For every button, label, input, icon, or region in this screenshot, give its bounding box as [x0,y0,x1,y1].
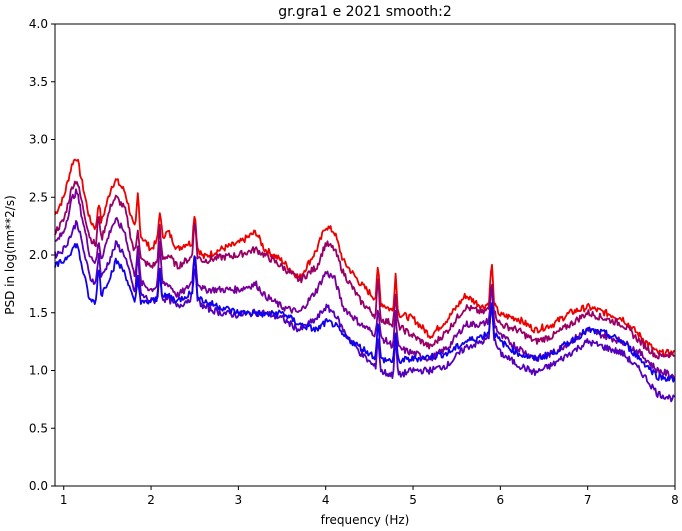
x-axis-ticks: 1 2 3 4 5 6 7 8 [60,486,679,507]
y-axis-label: PSD in log(nm**2/s) [3,195,17,315]
y-tick-label: 2.5 [29,190,48,204]
x-tick-label: 5 [409,493,417,507]
y-tick-label: 3.0 [29,133,48,147]
x-tick-label: 8 [671,493,679,507]
x-tick-label: 4 [322,493,330,507]
y-tick-label: 0.5 [29,421,48,435]
y-tick-label: 1.5 [29,306,48,320]
psd-series-line [54,243,676,383]
x-tick-label: 2 [147,493,155,507]
y-tick-label: 1.0 [29,364,48,378]
x-tick-label: 6 [497,493,505,507]
y-tick-label: 0.0 [29,479,48,493]
x-tick-label: 1 [60,493,68,507]
y-axis-ticks: 0.0 0.5 1.0 1.5 2.0 2.5 3.0 3.5 4.0 [29,17,55,493]
y-tick-label: 4.0 [29,17,48,31]
psd-series-line [54,180,676,360]
psd-series-line [54,158,676,358]
y-tick-label: 2.0 [29,248,48,262]
x-tick-label: 7 [584,493,592,507]
y-tick-label: 3.5 [29,75,48,89]
x-tick-label: 3 [235,493,243,507]
series-layer [54,158,676,403]
x-axis-label: frequency (Hz) [321,513,410,527]
chart-title: gr.gra1 e 2021 smooth:2 [278,4,452,20]
